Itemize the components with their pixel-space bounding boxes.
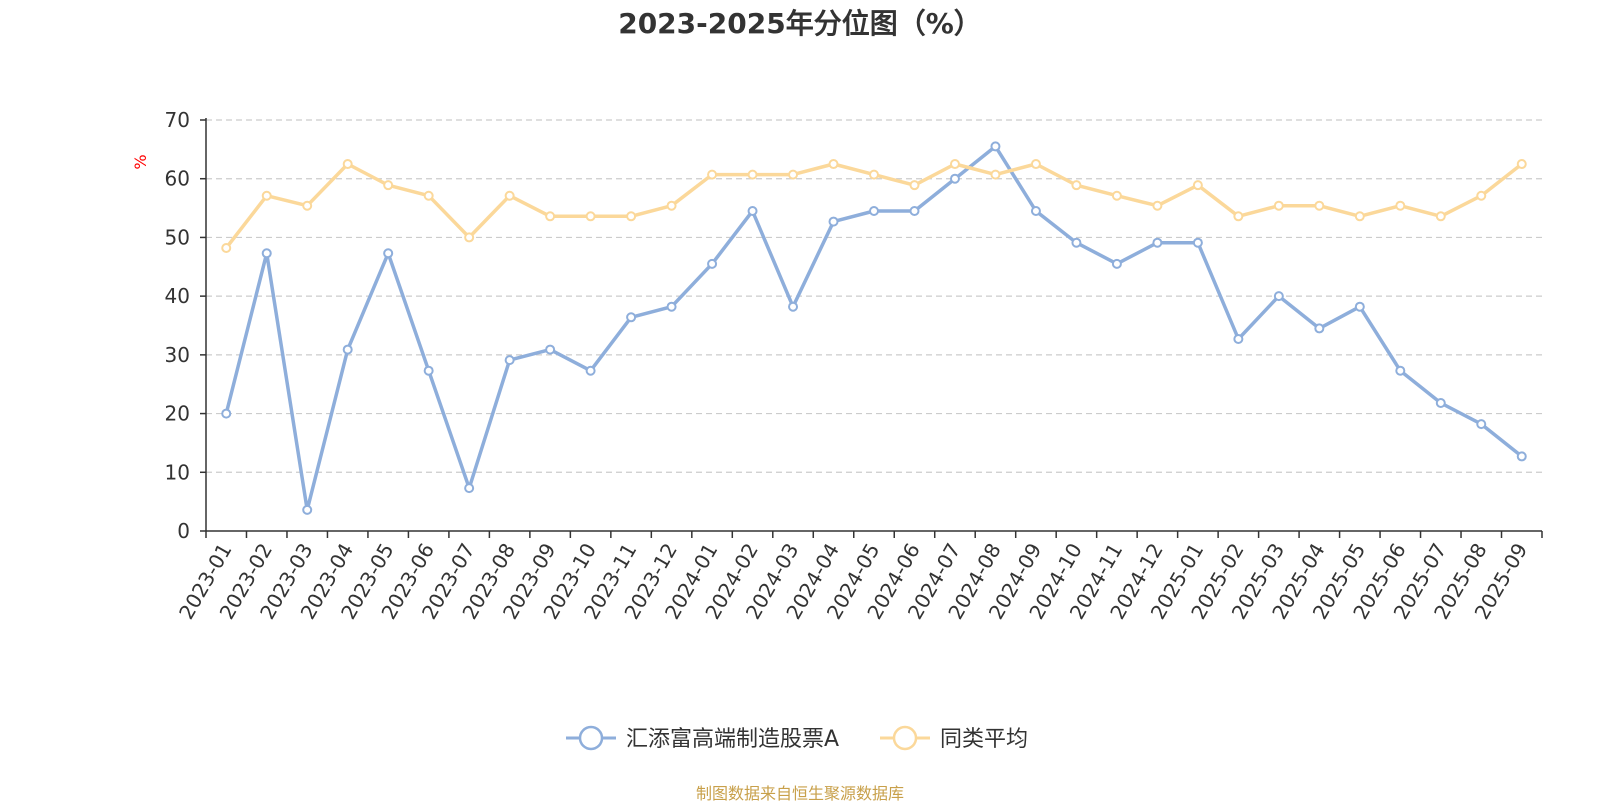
data-point	[1233, 211, 1244, 222]
chart-title: 2023-2025年分位图（%）	[618, 7, 982, 40]
grid-lines	[206, 119, 1542, 473]
data-point	[545, 344, 556, 355]
footer-source: 制图数据来自恒生聚源数据库	[695, 784, 904, 803]
data-point	[423, 365, 434, 376]
legend-label: 同类平均	[940, 727, 1028, 752]
y-tick-label: 70	[165, 108, 190, 132]
data-point	[1071, 180, 1082, 191]
data-point	[626, 312, 637, 323]
data-point	[1516, 451, 1527, 462]
legend-item: 同类平均	[880, 725, 1028, 752]
data-point	[221, 408, 232, 419]
data-point	[1435, 398, 1446, 409]
series-line	[224, 144, 1523, 512]
series-lines	[221, 141, 1527, 515]
legend-marker	[892, 725, 918, 751]
data-point	[1152, 237, 1163, 248]
data-point	[1354, 211, 1365, 222]
data-point	[464, 483, 475, 494]
data-point	[261, 190, 272, 201]
data-point	[585, 211, 596, 222]
data-point	[1233, 334, 1244, 345]
data-point	[1111, 190, 1122, 201]
data-point	[990, 169, 1001, 180]
data-point	[747, 169, 758, 180]
data-point	[1030, 159, 1041, 170]
data-point	[666, 200, 677, 211]
data-point	[990, 141, 1001, 152]
data-point	[1435, 211, 1446, 222]
data-point	[302, 504, 313, 515]
data-point	[383, 180, 394, 191]
data-point	[788, 301, 799, 312]
data-point	[261, 248, 272, 259]
data-point	[828, 216, 839, 227]
data-point	[504, 355, 515, 366]
legend-item: 汇添富高端制造股票A	[566, 725, 839, 752]
data-point	[666, 301, 677, 312]
data-point	[869, 169, 879, 180]
data-point	[1476, 190, 1487, 201]
series-1	[221, 141, 1527, 515]
y-tick-label: 20	[165, 402, 190, 426]
data-point	[828, 159, 839, 170]
data-point	[423, 190, 434, 201]
y-tick-label: 40	[165, 284, 190, 308]
data-point	[1030, 206, 1041, 217]
legend-label: 汇添富高端制造股票A	[626, 727, 839, 752]
data-point	[342, 344, 353, 355]
data-point	[1071, 237, 1082, 248]
legend: 汇添富高端制造股票A 同类平均	[566, 725, 1028, 752]
data-point	[1354, 301, 1365, 312]
data-point	[869, 206, 879, 217]
data-point	[747, 206, 758, 217]
data-point	[949, 159, 960, 170]
data-point	[1273, 200, 1284, 211]
data-point	[221, 242, 232, 253]
data-point	[1273, 291, 1284, 302]
data-point	[585, 365, 596, 376]
y-tick-label: 50	[165, 225, 190, 249]
data-point	[383, 248, 394, 259]
data-point	[626, 211, 637, 222]
y-tick-label: 10	[165, 460, 190, 484]
data-point	[1192, 237, 1203, 248]
data-point	[545, 211, 556, 222]
data-point	[504, 190, 515, 201]
data-point	[1314, 323, 1325, 334]
data-point	[302, 200, 313, 211]
data-point	[1395, 365, 1406, 376]
y-axis-unit-label: %	[131, 154, 150, 169]
data-point	[1476, 419, 1487, 430]
y-tick-label: 30	[165, 343, 190, 367]
y-tick-label: 60	[165, 167, 190, 191]
data-point	[1516, 159, 1527, 170]
data-point	[464, 232, 475, 243]
data-point	[1192, 180, 1203, 191]
series-2	[221, 159, 1527, 253]
axes: 0102030405060702023-012023-022023-032023…	[165, 108, 1543, 623]
data-point	[1395, 200, 1406, 211]
data-point	[909, 206, 920, 217]
y-tick-label: 0	[177, 519, 190, 543]
data-point	[1111, 258, 1122, 269]
data-point	[342, 159, 353, 170]
data-point	[788, 169, 799, 180]
data-point	[909, 180, 920, 191]
legend-marker	[578, 725, 604, 751]
data-point	[707, 169, 718, 180]
data-point	[949, 173, 960, 184]
data-point	[1314, 200, 1325, 211]
data-point	[1152, 200, 1163, 211]
data-point	[707, 258, 718, 269]
